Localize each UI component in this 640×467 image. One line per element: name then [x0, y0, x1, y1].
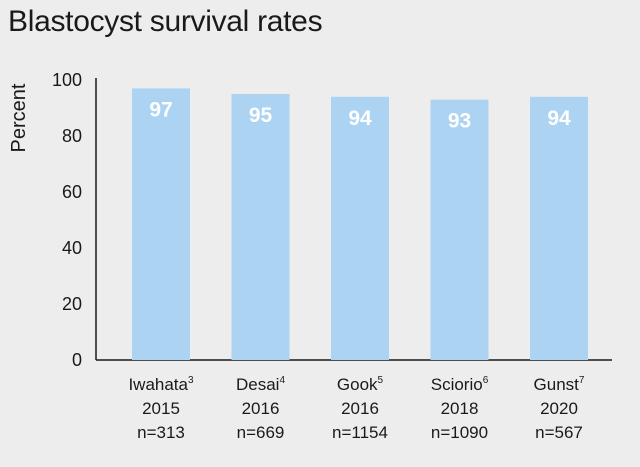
y-axis-title: Percent [8, 83, 30, 152]
y-tick-label: 40 [62, 238, 82, 258]
bar-value-label: 94 [547, 107, 571, 130]
category-n-label: n=1154 [332, 423, 388, 442]
category-name-label: Gook5 [337, 375, 384, 394]
category-year-label: 2016 [341, 399, 379, 418]
category-year-label: 2016 [242, 399, 280, 418]
category-n-label: n=313 [137, 423, 185, 442]
y-tick-label: 60 [62, 182, 82, 202]
y-tick-label: 80 [62, 126, 82, 146]
category-year-label: 2018 [441, 399, 479, 418]
y-tick-label: 20 [62, 294, 82, 314]
bar-value-label: 94 [348, 107, 372, 130]
bar-value-label: 93 [448, 110, 471, 133]
category-n-label: n=669 [237, 423, 285, 442]
bar-value-label: 97 [149, 98, 172, 121]
y-tick-label: 0 [72, 350, 82, 370]
y-tick-label: 100 [52, 70, 82, 90]
bar [331, 96, 389, 361]
axes: 0 20 40 60 80 100 Percent [8, 70, 612, 370]
bar-value-label: 95 [249, 104, 273, 127]
bar [132, 88, 190, 361]
labels: 97 Iwahata3 2015 n=313 95 Desai4 2016 n=669 94 Go… [128, 98, 584, 442]
category-name-label: Desai4 [236, 375, 285, 394]
category-name-label: Gunst7 [534, 375, 585, 394]
category-n-label: n=567 [535, 423, 583, 442]
category-name-label: Sciorio6 [431, 375, 489, 394]
bar [231, 94, 290, 360]
category-n-label: n=1090 [431, 423, 488, 442]
category-year-label: 2020 [540, 399, 578, 418]
category-name-label: Iwahata3 [128, 375, 194, 394]
bars [132, 88, 588, 361]
category-year-label: 2015 [142, 399, 180, 418]
chart-title: Blastocyst survival rates [8, 5, 323, 38]
bar [430, 99, 489, 360]
bar [530, 96, 588, 361]
